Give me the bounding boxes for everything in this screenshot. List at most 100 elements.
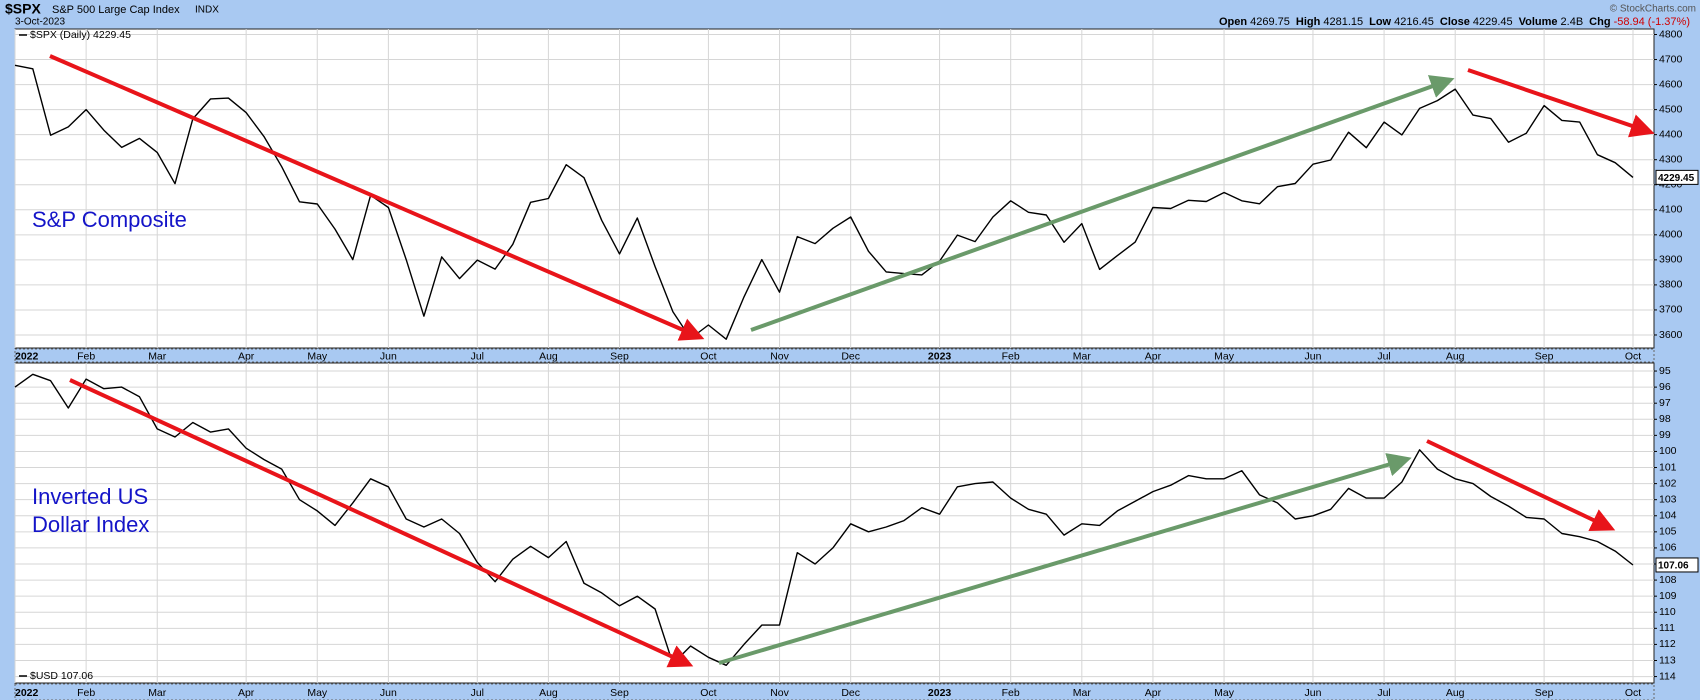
y-tick-label: 97 [1659,397,1671,409]
last-value-box [1655,169,1699,185]
x-tick-label: Sep [610,350,629,362]
exchange: INDX [195,5,219,16]
symbol: $SPX [5,1,41,17]
y-tick-label: 103 [1659,493,1677,505]
x-tick-label: Dec [841,350,860,362]
x-tick-label: Mar [1073,350,1092,362]
y-tick-label: 100 [1659,445,1677,457]
y-tick-label: 4000 [1659,229,1683,241]
x-tick-label: Jun [380,687,397,699]
date: 3-Oct-2023 [15,17,65,28]
y-tick-label: 111 [1659,622,1675,634]
date-strip [14,348,1655,363]
quote-value: 4269.75 [1250,16,1290,28]
copyright: © StockCharts.com [1610,4,1696,15]
trend-arrows [49,54,1655,668]
index-name: S&P 500 Large Cap Index [52,4,180,16]
x-tick-label: Jul [1377,350,1390,362]
quote-value: 2.4B [1561,16,1584,28]
down-arrow [49,54,705,341]
x-tick-label: May [1214,687,1235,699]
quote-value: -58.94 (-1.37%) [1614,16,1690,28]
x-tick-label: Mar [148,350,167,362]
y-tick-label: 95 [1659,365,1671,377]
y-tick-label: 114 [1659,670,1676,682]
x-tick-label: Feb [1002,350,1020,362]
y-tick-label: 105 [1659,526,1677,538]
quote-value: 4281.15 [1323,16,1363,28]
y-tick-label: 4600 [1659,78,1683,90]
last-value-box [1655,557,1699,573]
x-tick-label: Feb [1002,687,1020,699]
y-tick-label: 3600 [1659,329,1683,341]
down-arrow [69,378,694,668]
x-tick-label: Jul [471,350,484,362]
price-line [14,64,1634,340]
x-tick-label: Apr [238,350,255,362]
quote-value: 4229.45 [1473,16,1513,28]
price-line [14,373,1634,666]
x-tick-label: Oct [700,687,716,699]
legend: $USD 107.06 [30,670,93,682]
x-tick-label: Jun [380,350,397,362]
y-tick-label: 109 [1659,590,1677,602]
x-tick-label: Apr [238,687,255,699]
down-arrow [1426,439,1616,531]
y-tick-label: 101 [1659,461,1677,473]
y-tick-label: 108 [1659,574,1677,586]
y-tick-label: 3900 [1659,254,1683,266]
x-tick-label: Aug [1446,687,1465,699]
x-tick-label: 2023 [928,350,952,362]
x-tick-label: May [307,350,328,362]
x-tick-label: Nov [770,350,789,362]
y-tick-label: 4700 [1659,53,1683,65]
x-tick-label: Sep [1535,350,1554,362]
quote-label: Open [1219,16,1247,28]
quote-value: 4216.45 [1394,16,1434,28]
x-tick-label: Oct [1625,687,1641,699]
x-tick-label: Oct [700,350,716,362]
x-tick-label: Apr [1145,687,1162,699]
x-tick-label: Mar [148,687,167,699]
x-tick-label: 2022 [15,350,39,362]
y-tick-label: 110 [1659,606,1676,618]
quote-label: Low [1369,16,1391,28]
x-tick-label: Sep [610,687,629,699]
y-tick-label: 3700 [1659,304,1683,316]
x-tick-label: Jul [1377,687,1390,699]
y-tick-label: 96 [1659,381,1671,393]
x-tick-label: Aug [539,687,558,699]
y-tick-label: 4100 [1659,204,1683,216]
y-tick-label: 4300 [1659,153,1683,165]
quote-label: Chg [1589,16,1610,28]
last-value: 4229.45 [1658,173,1695,184]
up-arrow [750,75,1455,332]
x-tick-label: Nov [770,687,789,699]
x-tick-label: Jul [471,687,484,699]
y-tick-label: 98 [1659,413,1671,425]
x-tick-label: Aug [1446,350,1465,362]
x-tick-label: Feb [77,350,95,362]
date-strip [14,683,1655,700]
y-tick-label: 102 [1659,477,1677,489]
x-tick-label: 2022 [15,687,39,699]
y-tick-label: 4500 [1659,103,1683,115]
y-tick-label: 99 [1659,429,1671,441]
annotation: S&P Composite [32,207,187,232]
x-tick-label: Aug [539,350,558,362]
x-tick-label: Feb [77,687,95,699]
y-tick-label: 113 [1659,654,1676,666]
x-tick-label: Jun [1304,350,1321,362]
annotation: Inverted US [32,484,148,509]
y-tick-label: 106 [1659,542,1677,554]
annotation: Dollar Index [32,512,149,537]
x-tick-label: 2023 [928,687,952,699]
y-tick-label: 4800 [1659,28,1683,40]
y-tick-label: 4400 [1659,128,1683,140]
x-tick-label: May [1214,350,1235,362]
x-tick-label: Oct [1625,350,1641,362]
x-tick-label: Apr [1145,350,1162,362]
x-tick-label: Sep [1535,687,1554,699]
up-arrow [718,453,1412,665]
